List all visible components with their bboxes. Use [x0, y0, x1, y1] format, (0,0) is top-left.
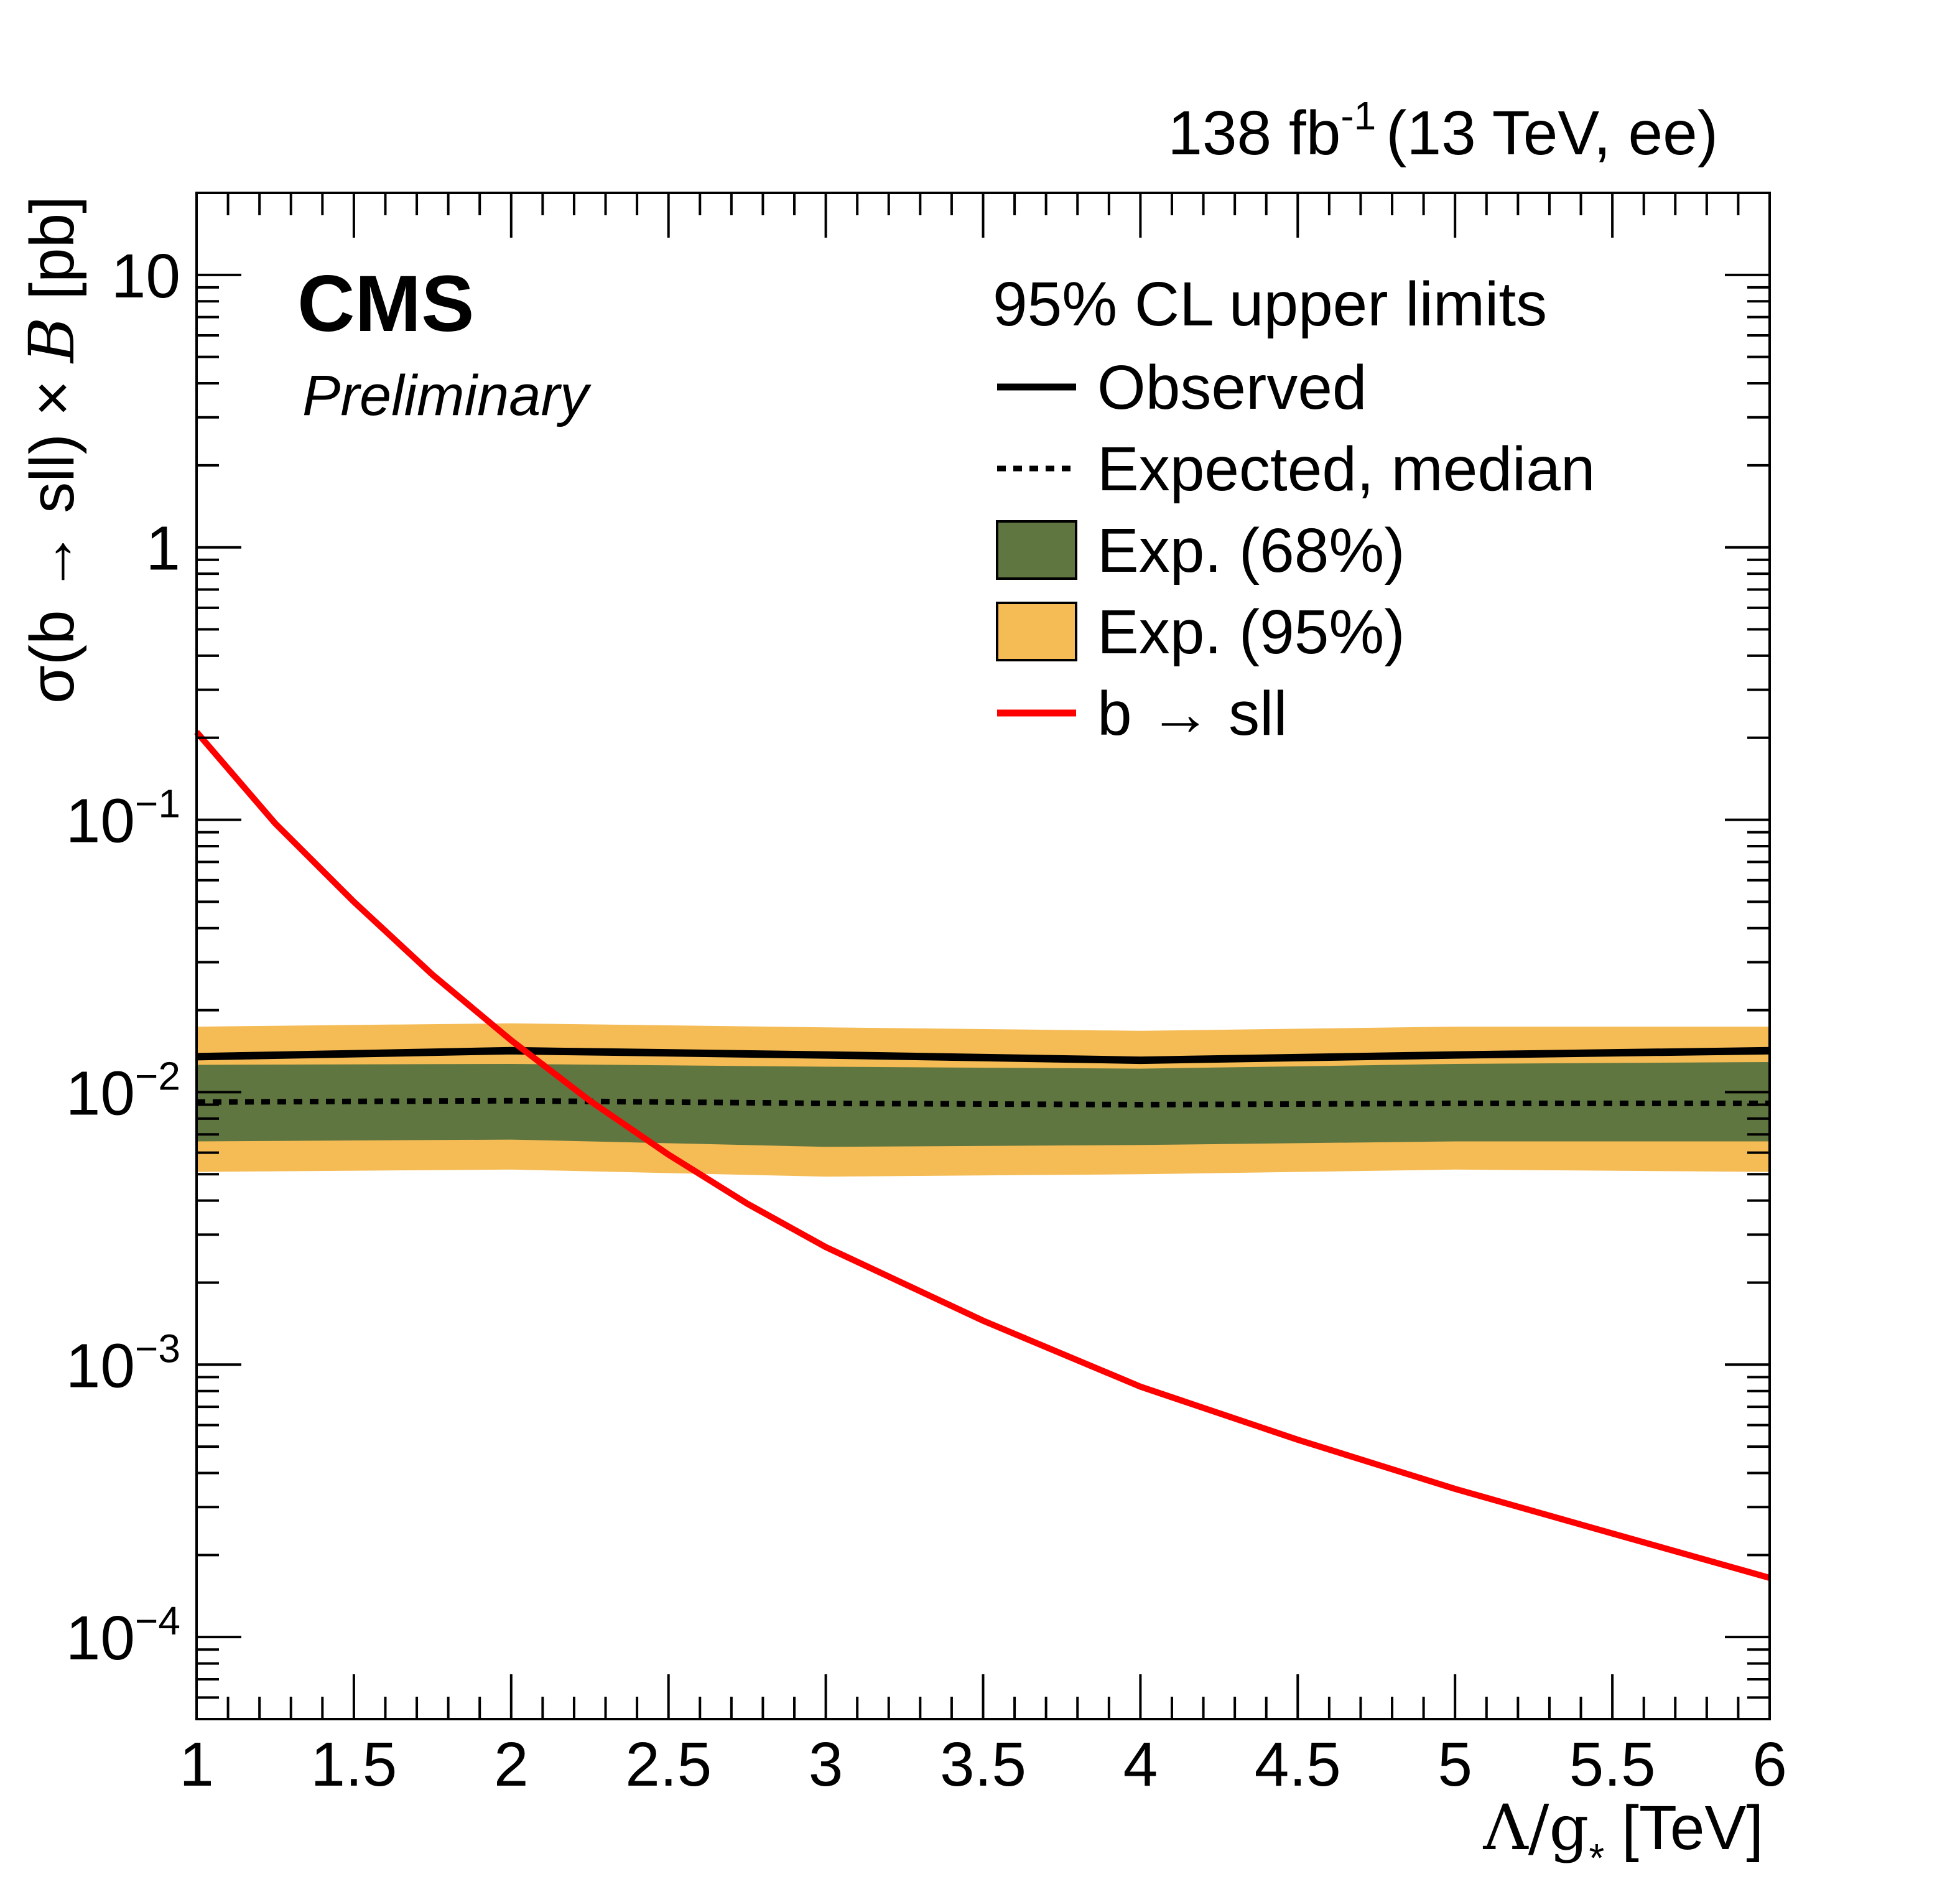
- x-tick-label: 2.5: [625, 1730, 712, 1799]
- legend-label: Exp. (68%): [1097, 516, 1405, 585]
- x-tick-labels: 1 1.5 2 2.5 3 3.5 4 4.5 5 5.5 6: [179, 1730, 1787, 1799]
- expected-68-band: [197, 1062, 1770, 1147]
- y-axis-title-symbol: B: [16, 317, 88, 365]
- x-tick-label: 3.5: [940, 1730, 1026, 1799]
- x-axis-ticks: [195, 193, 1771, 1719]
- x-tick-label: 6: [1752, 1730, 1787, 1799]
- legend-label: Observed: [1097, 353, 1367, 422]
- y-tick-label: 10−4: [66, 1598, 180, 1673]
- x-axis-title: Λ/g* [TeV]: [1483, 1791, 1764, 1880]
- legend-item: Exp. (68%): [996, 516, 1405, 585]
- lumi-exponent: -1: [1340, 93, 1376, 138]
- x-axis-title-sub: *: [1589, 1835, 1604, 1880]
- x-axis-title-unit: [TeV]: [1604, 1793, 1763, 1863]
- y-tick-base: 10: [66, 786, 135, 856]
- x-tick-label: 3: [809, 1730, 843, 1799]
- signal-curve: [194, 730, 1771, 1581]
- y-axis-ticks: [197, 192, 1770, 1720]
- y-tick-label: 10−1: [66, 781, 180, 856]
- expected-median-line: [196, 1098, 1770, 1108]
- y-axis-title: σ(b → sll) × B [pb]: [16, 196, 88, 704]
- y-tick-base: 10: [66, 1603, 135, 1673]
- x-tick-label: 2: [494, 1730, 529, 1799]
- legend-item: b → sll: [997, 679, 1288, 748]
- y-tick-exponent: −3: [135, 1326, 180, 1371]
- y-tick-exponent: −1: [135, 781, 180, 826]
- preliminary-label: Preliminary: [302, 364, 592, 427]
- plot-frame: [195, 192, 1771, 1720]
- x-tick-label: 5.5: [1569, 1730, 1656, 1799]
- y-tick-exponent: −4: [135, 1598, 180, 1643]
- lumi-energy: (13 TeV, ee): [1386, 98, 1718, 168]
- plot-area: [194, 730, 1771, 1581]
- x-tick-label: 1: [179, 1730, 214, 1799]
- x-axis-title-main: Λ/g: [1483, 1791, 1589, 1864]
- lumi-label: 138 fb-1 (13 TeV, ee): [1168, 93, 1718, 168]
- y-axis-title-unit: [pb]: [17, 196, 87, 317]
- y-tick-label: 10−2: [66, 1053, 180, 1128]
- legend-item: Exp. (95%): [996, 597, 1405, 667]
- y-tick-exponent: −2: [135, 1053, 180, 1098]
- y-tick-label: 10: [111, 241, 180, 311]
- lumi-value: 138 fb: [1168, 98, 1340, 168]
- y-axis-title-main: σ(b → sll) ×: [17, 363, 87, 704]
- y-tick-base: 1: [146, 514, 180, 584]
- legend-label: Exp. (95%): [1097, 597, 1405, 667]
- legend-header: 95% CL upper limits: [993, 269, 1547, 339]
- legend-label: Expected, median: [1097, 434, 1595, 504]
- x-tick-label: 1.5: [310, 1730, 397, 1799]
- y-tick-base: 10: [66, 1058, 135, 1128]
- legend: 95% CL upper limits Observed Expected, me…: [993, 269, 1595, 748]
- legend-swatch: [996, 602, 1077, 661]
- observed-line: [196, 1047, 1770, 1065]
- y-tick-label: 1: [146, 514, 180, 584]
- legend-item: Expected, median: [997, 434, 1595, 504]
- x-tick-label: 5: [1437, 1730, 1472, 1799]
- legend-swatch: [996, 520, 1077, 580]
- legend-item: Observed: [997, 353, 1367, 422]
- x-tick-label: 4: [1123, 1730, 1158, 1799]
- y-tick-base: 10: [111, 241, 180, 311]
- legend-label: b → sll: [1097, 679, 1288, 748]
- cms-label: CMS: [297, 259, 474, 348]
- y-tick-base: 10: [66, 1331, 135, 1401]
- y-tick-label: 10−3: [66, 1326, 180, 1401]
- x-tick-label: 4.5: [1255, 1730, 1341, 1799]
